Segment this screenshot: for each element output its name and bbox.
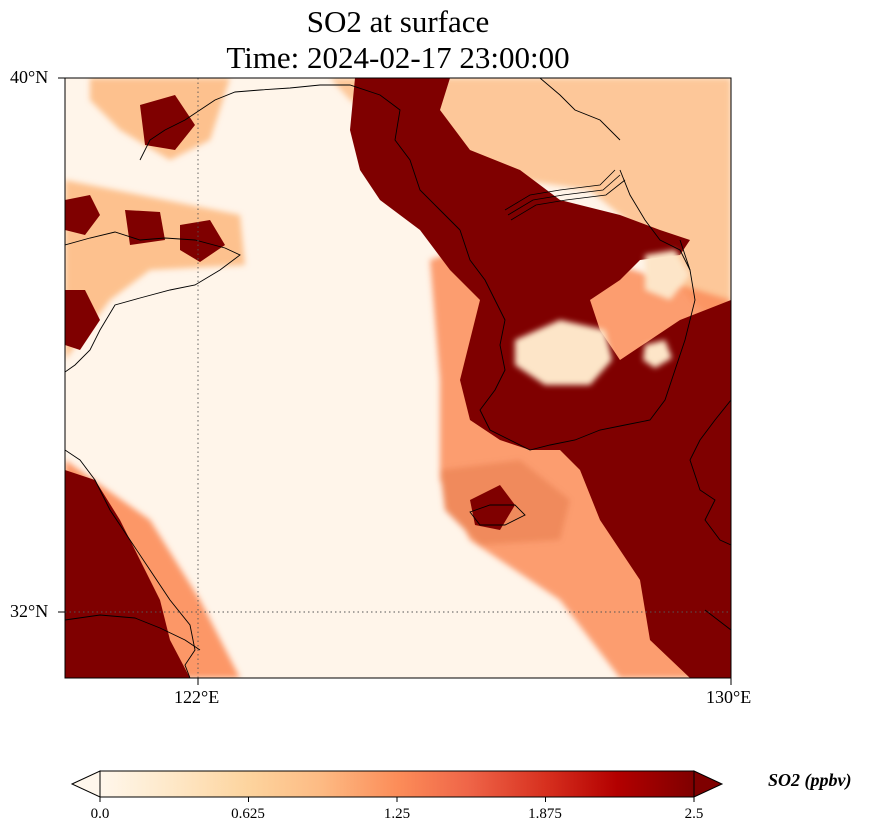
colorbar-tick-0: 0.0: [90, 806, 110, 822]
colorbar-extend-low: [70, 770, 101, 798]
coastline-korea-west: [459, 229, 696, 451]
lat-label-32n: 32°N: [10, 601, 49, 621]
coastline-kyushu: [704, 609, 731, 631]
coastline-shandong: [65, 231, 241, 373]
so2-high-jiangsu: [65, 470, 190, 678]
so2-high-west-cell3: [180, 220, 225, 262]
lat-label-40n: 40°N: [10, 67, 49, 87]
colorbar-tick-3: 1.875: [528, 806, 562, 822]
coastline-yangtze: [65, 614, 201, 651]
gridlines: [65, 78, 731, 678]
coastline-north-korea: [539, 78, 621, 141]
colorbar-label: SO2 (ppbv): [768, 770, 852, 790]
so2-low-pocket-north: [645, 250, 690, 300]
border-line-2: [507, 174, 621, 216]
colorbar-extend-high: [693, 770, 724, 798]
so2-high-west-coast: [65, 290, 100, 350]
lon-label-130e: 130°E: [706, 687, 752, 707]
border-line-1: [504, 169, 616, 211]
coastline-jeju: [469, 504, 526, 526]
coastline-japan: [689, 399, 731, 546]
coastline-korea-east: [619, 169, 691, 271]
map-title-line2: Time: 2024-02-17 23:00:00: [226, 40, 570, 75]
lon-label-122e: 122°E: [174, 687, 220, 707]
map-frame: [64, 77, 732, 679]
so2-low-pocket-small: [643, 340, 672, 368]
so2-high-island: [470, 485, 515, 530]
so2-high-west-cell1: [65, 195, 100, 235]
colorbar-tick-4: 2.5: [684, 806, 704, 822]
so2-high-west-cell2: [125, 210, 165, 245]
coastline-jiangsu: [65, 449, 196, 678]
so2-high-liaoning: [140, 95, 195, 150]
coastline-liaoning: [139, 84, 461, 231]
so2-field: [65, 78, 731, 678]
so2-low-pocket-large: [515, 320, 612, 385]
colorbar-tick-2: 1.25: [383, 806, 411, 822]
colorbar: [70, 770, 724, 802]
border-line-3: [510, 179, 626, 221]
coastlines: [65, 78, 731, 678]
colorbar-tick-1: 0.625: [231, 806, 265, 822]
map-title-line1: SO2 at surface: [306, 4, 490, 39]
colorbar-gradient: [99, 770, 695, 798]
